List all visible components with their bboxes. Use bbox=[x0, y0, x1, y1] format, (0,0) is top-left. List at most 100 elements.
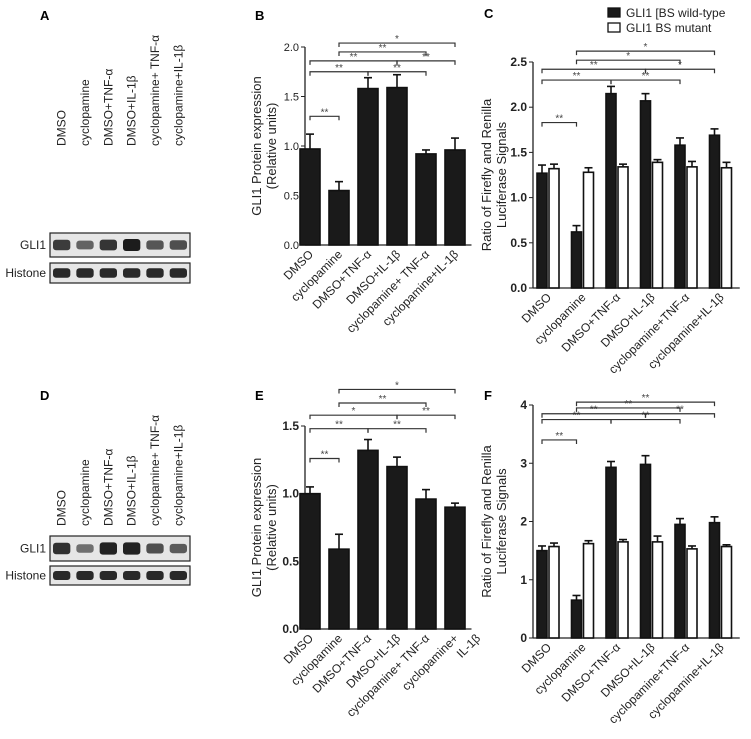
significance-label: ** bbox=[335, 420, 343, 431]
bar-wildtype bbox=[674, 523, 686, 639]
significance-label: * bbox=[395, 380, 399, 391]
significance-bracket bbox=[396, 60, 456, 65]
bar-wildtype bbox=[415, 153, 437, 246]
significance-bracket bbox=[541, 121, 578, 127]
significance-label: ** bbox=[642, 71, 650, 82]
y-tick-label: 1.0 bbox=[284, 141, 299, 153]
y-axis-label: Luciferase Signals bbox=[494, 468, 509, 575]
blot-band bbox=[169, 543, 187, 554]
blot-band bbox=[123, 570, 141, 581]
y-tick-label: 2.5 bbox=[510, 55, 527, 69]
panel-label-a: A bbox=[40, 8, 50, 23]
bar-mutant bbox=[651, 161, 664, 289]
blot-band bbox=[123, 542, 141, 555]
significance-bracket bbox=[338, 402, 427, 407]
lane-label: cyclopamine+IL-1β bbox=[171, 425, 185, 526]
significance-label: ** bbox=[393, 420, 401, 431]
bar-mutant bbox=[686, 166, 698, 289]
bar-wildtype bbox=[570, 599, 583, 639]
blot-row-label: Histone bbox=[5, 266, 46, 280]
y-tick-label: 2.0 bbox=[510, 100, 527, 114]
bar-wildtype bbox=[639, 463, 652, 639]
significance-bracket bbox=[541, 439, 578, 444]
bar-mutant bbox=[720, 166, 733, 289]
blot-band bbox=[53, 542, 71, 555]
lane-label: DMSO+TNF-α bbox=[101, 69, 115, 146]
blot-band bbox=[76, 268, 94, 278]
y-tick-label: 0.5 bbox=[284, 191, 299, 203]
significance-label: ** bbox=[573, 411, 581, 422]
significance-bracket bbox=[309, 457, 340, 463]
blot-band bbox=[53, 268, 71, 278]
significance-label: * bbox=[352, 406, 356, 417]
y-tick-label: 3 bbox=[520, 456, 527, 470]
y-axis-label: Luciferase Signals bbox=[494, 121, 509, 228]
significance-label: ** bbox=[590, 405, 598, 416]
bar-wildtype bbox=[570, 231, 583, 289]
bar-wildtype bbox=[536, 172, 548, 289]
blot-band bbox=[76, 544, 94, 553]
significance-label: ** bbox=[590, 60, 598, 71]
blot-band bbox=[53, 570, 71, 581]
significance-bracket bbox=[575, 59, 681, 65]
bar-mutant bbox=[582, 542, 595, 639]
legend-swatch bbox=[607, 22, 621, 33]
significance-label: ** bbox=[393, 63, 401, 74]
significance-label: ** bbox=[321, 107, 329, 118]
y-tick-label: 1 bbox=[520, 573, 527, 587]
blot-band bbox=[123, 239, 141, 251]
significance-label: ** bbox=[624, 399, 632, 410]
blot-band bbox=[99, 239, 117, 251]
blot-strip-gli1 bbox=[49, 232, 191, 258]
legend-label: GLI1 [BS wild-type bbox=[626, 6, 726, 20]
significance-bracket bbox=[575, 50, 716, 56]
significance-label: ** bbox=[642, 393, 650, 404]
lane-label: cyclopamine+ TNF-α bbox=[148, 35, 162, 146]
bar-wildtype bbox=[357, 87, 379, 246]
bar-wildtype bbox=[674, 144, 686, 289]
y-axis-label: GLI1 Protein expression bbox=[249, 76, 264, 215]
blot-row-label: Histone bbox=[5, 569, 46, 583]
significance-bracket bbox=[396, 414, 456, 420]
lane-label: cyclopamine bbox=[78, 79, 92, 146]
significance-bracket bbox=[610, 418, 681, 424]
y-tick-label: 4 bbox=[520, 398, 527, 412]
panel-label-b: B bbox=[255, 8, 264, 23]
blot-strip-histone bbox=[49, 565, 191, 586]
y-axis-label: Ratio of Firefly and Renilla bbox=[479, 445, 494, 598]
blot-band bbox=[99, 268, 117, 278]
y-axis-label: (Relative units) bbox=[264, 484, 279, 571]
blot-row-label: GLI1 bbox=[20, 542, 46, 556]
blot-band bbox=[169, 240, 187, 250]
y-tick-label: 1.0 bbox=[282, 487, 299, 501]
blot-band bbox=[146, 570, 164, 581]
significance-bracket bbox=[575, 407, 681, 412]
y-tick-label: 1.5 bbox=[284, 92, 299, 104]
panel-label-f: F bbox=[484, 388, 492, 403]
y-tick-label: 1.5 bbox=[282, 419, 299, 433]
significance-label: * bbox=[626, 51, 630, 62]
blot-band bbox=[123, 268, 141, 278]
bar-wildtype bbox=[299, 148, 321, 246]
bar-wildtype bbox=[708, 521, 721, 639]
significance-label: ** bbox=[379, 43, 387, 54]
lane-label: cyclopamine bbox=[78, 459, 92, 526]
y-axis-label: Ratio of Firefly and Renilla bbox=[479, 98, 494, 251]
significance-bracket bbox=[367, 71, 427, 76]
legend-label: GLI1 BS mutant bbox=[626, 21, 712, 35]
bar-wildtype bbox=[708, 134, 721, 289]
significance-label: ** bbox=[335, 63, 343, 74]
blot-band bbox=[99, 542, 117, 555]
bar-wildtype bbox=[444, 506, 466, 630]
bar-mutant bbox=[582, 171, 595, 289]
blot-band bbox=[169, 570, 187, 581]
significance-bracket bbox=[338, 388, 456, 394]
bar-mutant bbox=[548, 545, 560, 639]
significance-label: ** bbox=[321, 449, 329, 460]
blot-band bbox=[169, 268, 187, 278]
y-axis-label: (Relative units) bbox=[264, 103, 279, 190]
bar-wildtype bbox=[605, 92, 617, 289]
blot-band bbox=[76, 240, 94, 250]
blot-band bbox=[53, 239, 71, 251]
panel-label-e: E bbox=[255, 388, 264, 403]
